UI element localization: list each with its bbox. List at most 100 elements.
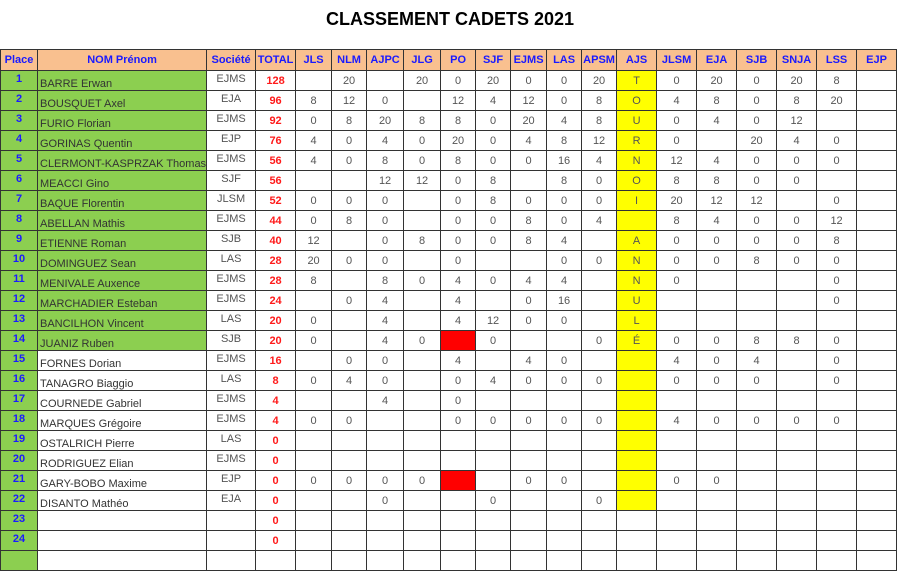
club-cell: EJMS xyxy=(206,270,257,291)
place-cell: 5 xyxy=(0,150,38,171)
score-cell-eja: 0 xyxy=(696,230,738,251)
score-cell-sjb: 0 xyxy=(736,170,778,191)
score-cell-snja: 8 xyxy=(776,330,818,351)
score-cell-las xyxy=(546,330,583,351)
score-cell-ajs xyxy=(616,350,658,371)
score-cell-jlsm: 4 xyxy=(656,410,698,431)
column-header-sjb: SJB xyxy=(736,49,778,71)
score-cell-snja: 8 xyxy=(776,90,818,111)
score-cell-ajs xyxy=(616,490,658,511)
score-cell-sjf: 20 xyxy=(475,70,512,91)
score-cell-jlg xyxy=(403,350,442,371)
score-cell-nlm xyxy=(331,310,368,331)
score-cell-eja xyxy=(696,490,738,511)
column-header-place: Place xyxy=(0,49,38,71)
score-cell-ajpc: 8 xyxy=(366,270,405,291)
score-cell-po: 0 xyxy=(440,190,477,211)
table-row: 16 TANAGRO Biaggio LAS 8 0 4 0 0 4 0 0 0 0 0 0 0 xyxy=(0,370,898,391)
score-cell-sjb xyxy=(736,490,778,511)
score-cell-ajpc: 4 xyxy=(366,390,405,411)
score-cell-po: 0 xyxy=(440,410,477,431)
table-row: 12 MARCHADIER Esteban EJMS 24 0 4 4 0 16 U 0 xyxy=(0,290,898,311)
score-cell-lss: 0 xyxy=(816,270,858,291)
total-cell: 4 xyxy=(255,390,297,411)
place-cell: 12 xyxy=(0,290,38,311)
score-cell-po: 0 xyxy=(440,390,477,411)
score-cell-sjf: 8 xyxy=(475,190,512,211)
score-cell-jls: 0 xyxy=(295,310,333,331)
score-cell-apsm: 0 xyxy=(581,490,618,511)
name-cell: GORINAS Quentin xyxy=(36,130,208,151)
score-cell-ejms: 4 xyxy=(510,350,548,371)
score-cell-apsm xyxy=(581,390,618,411)
score-cell-nlm xyxy=(331,270,368,291)
total-cell: 4 xyxy=(255,410,297,431)
score-cell-las xyxy=(546,450,583,471)
score-cell-eja xyxy=(696,390,738,411)
column-header-snja: SNJA xyxy=(776,49,818,71)
score-cell-snja xyxy=(776,490,818,511)
score-cell-lss xyxy=(816,490,858,511)
total-cell: 0 xyxy=(255,490,297,511)
name-cell: BANCILHON Vincent xyxy=(36,310,208,331)
name-cell: BARRE Erwan xyxy=(36,70,208,91)
score-cell-ajs xyxy=(616,410,658,431)
score-cell-ajs: O xyxy=(616,90,658,111)
score-cell-sjf xyxy=(475,510,512,531)
column-header-total: TOTAL xyxy=(255,49,297,71)
score-cell-po: 8 xyxy=(440,110,477,131)
name-cell: ABELLAN Mathis xyxy=(36,210,208,231)
score-cell-nlm xyxy=(331,390,368,411)
score-cell-nlm xyxy=(331,450,368,471)
score-cell-lss: 20 xyxy=(816,90,858,111)
score-cell-snja: 0 xyxy=(776,170,818,191)
score-cell-sjf: 4 xyxy=(475,90,512,111)
column-header-sjf: SJF xyxy=(475,49,512,71)
score-cell-ejms xyxy=(510,430,548,451)
score-cell-po xyxy=(440,510,477,531)
total-cell: 96 xyxy=(255,90,297,111)
score-cell-ajpc: 0 xyxy=(366,470,405,491)
score-cell-nlm: 0 xyxy=(331,470,368,491)
score-cell-jlsm: 0 xyxy=(656,470,698,491)
column-header-nom-pr-nom: NOM Prénom xyxy=(36,49,208,71)
club-cell: EJMS xyxy=(206,450,257,471)
score-cell-po xyxy=(440,530,477,551)
score-cell-jlg: 0 xyxy=(403,130,442,151)
score-cell-ejms xyxy=(510,530,548,551)
score-cell-apsm: 8 xyxy=(581,110,618,131)
table-row: 6 MEACCI Gino SJF 56 12 12 0 8 8 0 O 8 8 0 0 xyxy=(0,170,898,191)
score-cell-ajs: R xyxy=(616,130,658,151)
score-cell-eja: 0 xyxy=(696,410,738,431)
score-cell-snja: 4 xyxy=(776,130,818,151)
score-cell-ejp xyxy=(856,250,898,271)
score-cell-ejp xyxy=(856,450,898,471)
score-cell-jlsm xyxy=(656,290,698,311)
score-cell-ajpc: 20 xyxy=(366,110,405,131)
column-header-eja: EJA xyxy=(696,49,738,71)
club-cell: EJMS xyxy=(206,210,257,231)
score-cell-las: 0 xyxy=(546,250,583,271)
score-cell-eja: 4 xyxy=(696,110,738,131)
score-cell-eja: 0 xyxy=(696,250,738,271)
total-cell: 8 xyxy=(255,370,297,391)
score-cell-sjf xyxy=(475,470,512,491)
table-row: 2 BOUSQUET Axel EJA 96 8 12 0 12 4 12 0 8 O 4 8 0 8 20 xyxy=(0,90,898,111)
score-cell-lss xyxy=(816,110,858,131)
score-cell-po xyxy=(440,470,477,491)
score-cell-apsm xyxy=(581,510,618,531)
score-cell-ajs: O xyxy=(616,170,658,191)
score-cell-sjb xyxy=(736,270,778,291)
score-cell-las: 4 xyxy=(546,110,583,131)
score-cell-jls: 20 xyxy=(295,250,333,271)
score-cell-po: 0 xyxy=(440,70,477,91)
score-cell-jlsm xyxy=(656,450,698,471)
table-row: 17 COURNEDE Gabriel EJMS 4 4 0 xyxy=(0,390,898,411)
score-cell-po xyxy=(440,450,477,471)
score-cell-sjb: 12 xyxy=(736,190,778,211)
table-row: 19 OSTALRICH Pierre LAS 0 xyxy=(0,430,898,451)
score-cell-las: 0 xyxy=(546,310,583,331)
score-cell-ajpc xyxy=(366,450,405,471)
score-cell-jlg xyxy=(403,310,442,331)
score-cell-nlm: 12 xyxy=(331,90,368,111)
